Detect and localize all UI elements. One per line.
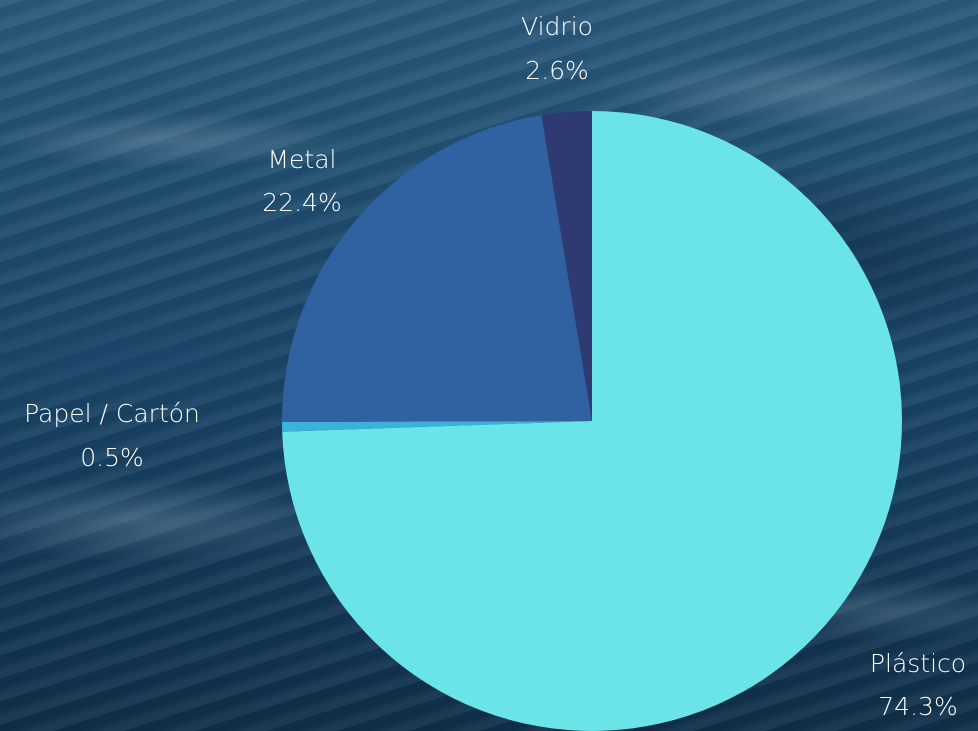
- pie-slice-2: [282, 421, 592, 432]
- pie-slices: [282, 111, 903, 731]
- label-vidrio-value: 2.6%: [525, 56, 589, 85]
- pie-labels: Plástico 74.3% Papel / Cartón 0.5% Metal…: [24, 12, 966, 721]
- label-plastico-name: Plástico: [870, 649, 966, 678]
- label-metal-name: Metal: [267, 145, 336, 174]
- label-plastico-value: 74.3%: [878, 692, 957, 721]
- pie-slice-3: [282, 115, 592, 422]
- pie-slice-4: [541, 111, 592, 421]
- label-vidrio-name: Vidrio: [521, 12, 593, 41]
- label-papel-name: Papel / Cartón: [24, 399, 200, 428]
- label-papel-value: 0.5%: [80, 443, 144, 472]
- pie-slice-1: [282, 111, 903, 731]
- label-metal-value: 22.4%: [262, 188, 341, 217]
